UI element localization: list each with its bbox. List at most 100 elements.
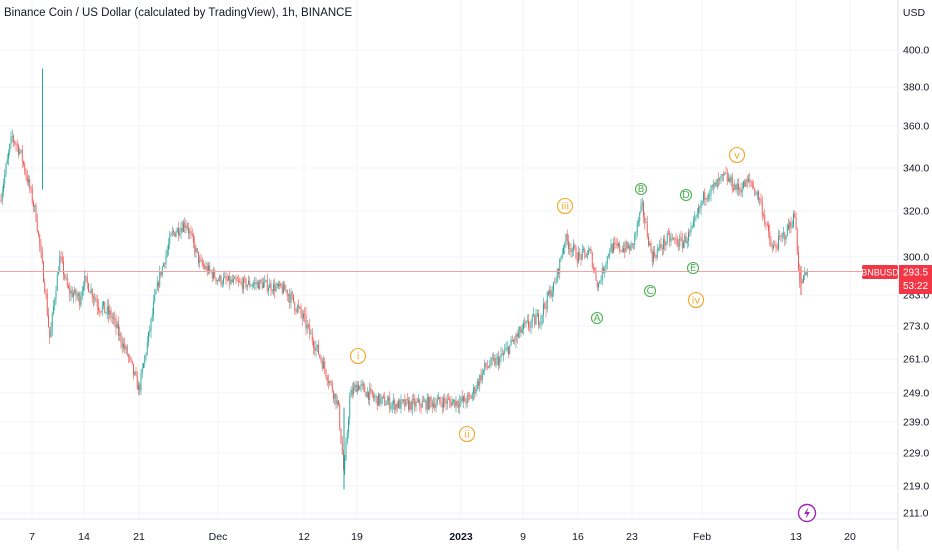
candle-body: [464, 396, 466, 402]
candle-body: [275, 286, 277, 292]
wave-label-iii[interactable]: iii: [556, 197, 574, 215]
candle-body: [488, 366, 489, 368]
candle-body: [328, 381, 329, 383]
candle-body: [616, 243, 618, 247]
candle-body: [65, 277, 67, 279]
wave-label-iv[interactable]: iv: [687, 291, 705, 309]
candle-body: [781, 234, 783, 237]
candle-body: [225, 276, 227, 280]
candle-body: [539, 324, 541, 326]
candle-body: [630, 244, 632, 251]
wave-label-d[interactable]: D: [679, 188, 693, 202]
wave-label-a[interactable]: A: [590, 311, 604, 325]
candle-body: [720, 176, 722, 178]
y-tick-label: 261.0: [903, 354, 929, 366]
candle-body: [773, 245, 774, 249]
candle-body: [346, 432, 348, 443]
candle-body: [766, 224, 768, 226]
candle-body: [585, 252, 587, 258]
candle-body: [528, 320, 529, 328]
wave-label-ring: [349, 347, 367, 365]
wave-label-e[interactable]: E: [686, 261, 700, 275]
price-axis[interactable]: 400.0380.0360.0340.0320.0300.0283.0273.0…: [903, 45, 929, 520]
candle-body: [290, 292, 292, 303]
candle-body: [456, 400, 458, 406]
candle-body: [205, 266, 207, 269]
candle-body: [561, 253, 563, 258]
candle-body: [485, 362, 487, 367]
candle-body: [130, 357, 132, 361]
candle-body: [126, 346, 128, 356]
wave-label-b[interactable]: B: [634, 182, 648, 196]
candle-body: [444, 398, 446, 402]
symbol-price-tag[interactable]: BNBUSD 293.5 53:22: [861, 265, 932, 294]
candle-body: [298, 305, 299, 308]
candle-body: [64, 274, 66, 279]
flash-button[interactable]: [797, 503, 817, 523]
candle-body: [469, 395, 471, 397]
candle-body: [285, 290, 287, 291]
candle-body: [68, 286, 69, 289]
candle-body: [294, 302, 296, 311]
candle-body: [436, 399, 438, 404]
candle-body: [48, 315, 49, 327]
candle-body: [760, 199, 762, 202]
candle-body: [466, 395, 468, 404]
wave-label-v[interactable]: v: [728, 146, 746, 164]
candle-body: [331, 383, 333, 392]
candle-body: [395, 404, 397, 411]
candle-body: [795, 217, 797, 230]
candle-body: [719, 177, 721, 181]
candle-body: [665, 242, 667, 246]
candle-body: [279, 283, 281, 287]
candle-body: [26, 176, 28, 183]
wave-label-ii[interactable]: ii: [458, 425, 476, 443]
candle-body: [598, 283, 599, 288]
candle-body: [774, 245, 776, 247]
candle-body: [560, 257, 562, 259]
y-tick-label: 249.0: [903, 388, 929, 400]
wave-label-i[interactable]: i: [349, 347, 367, 365]
candle-body: [260, 279, 262, 282]
candle-body: [234, 277, 236, 279]
candle-body: [514, 340, 516, 342]
candle-body: [526, 320, 528, 322]
candle-body: [638, 220, 639, 223]
candle-body: [744, 181, 746, 187]
candle-body: [669, 233, 671, 242]
candle-body: [336, 400, 338, 405]
currency-label: USD: [903, 7, 926, 19]
candle-body: [569, 248, 571, 249]
candle-body: [263, 282, 264, 288]
candle-body: [261, 281, 263, 288]
candle-body: [460, 397, 462, 402]
candle-body: [650, 242, 652, 252]
candle-body: [38, 231, 39, 235]
time-axis[interactable]: 7 14 21 Dec 12 19 2023 9 16 23 Feb 13 20: [29, 531, 856, 543]
candle-body: [475, 389, 477, 394]
candle-body: [543, 303, 544, 316]
candle-body: [441, 403, 443, 408]
candle-body: [41, 251, 43, 262]
candle-body: [396, 404, 398, 408]
candle-body: [323, 361, 324, 369]
y-tick-label: 400.0: [903, 45, 929, 57]
candle-body: [308, 324, 309, 326]
candle-body: [370, 388, 372, 391]
candle-body: [471, 394, 473, 399]
candle-body: [108, 306, 109, 315]
candle-body: [24, 164, 26, 172]
candle-body: [486, 366, 488, 368]
candle-body: [551, 291, 553, 297]
wave-label-c[interactable]: C: [643, 284, 657, 298]
candle-body: [4, 174, 6, 184]
candle-body: [220, 275, 222, 285]
candle-body: [66, 277, 68, 287]
candle-body: [213, 270, 214, 279]
candle-body: [474, 387, 476, 394]
candle-body: [599, 281, 601, 284]
candle-body: [674, 238, 676, 240]
candle-body: [156, 282, 158, 291]
candle-body: [20, 149, 22, 151]
